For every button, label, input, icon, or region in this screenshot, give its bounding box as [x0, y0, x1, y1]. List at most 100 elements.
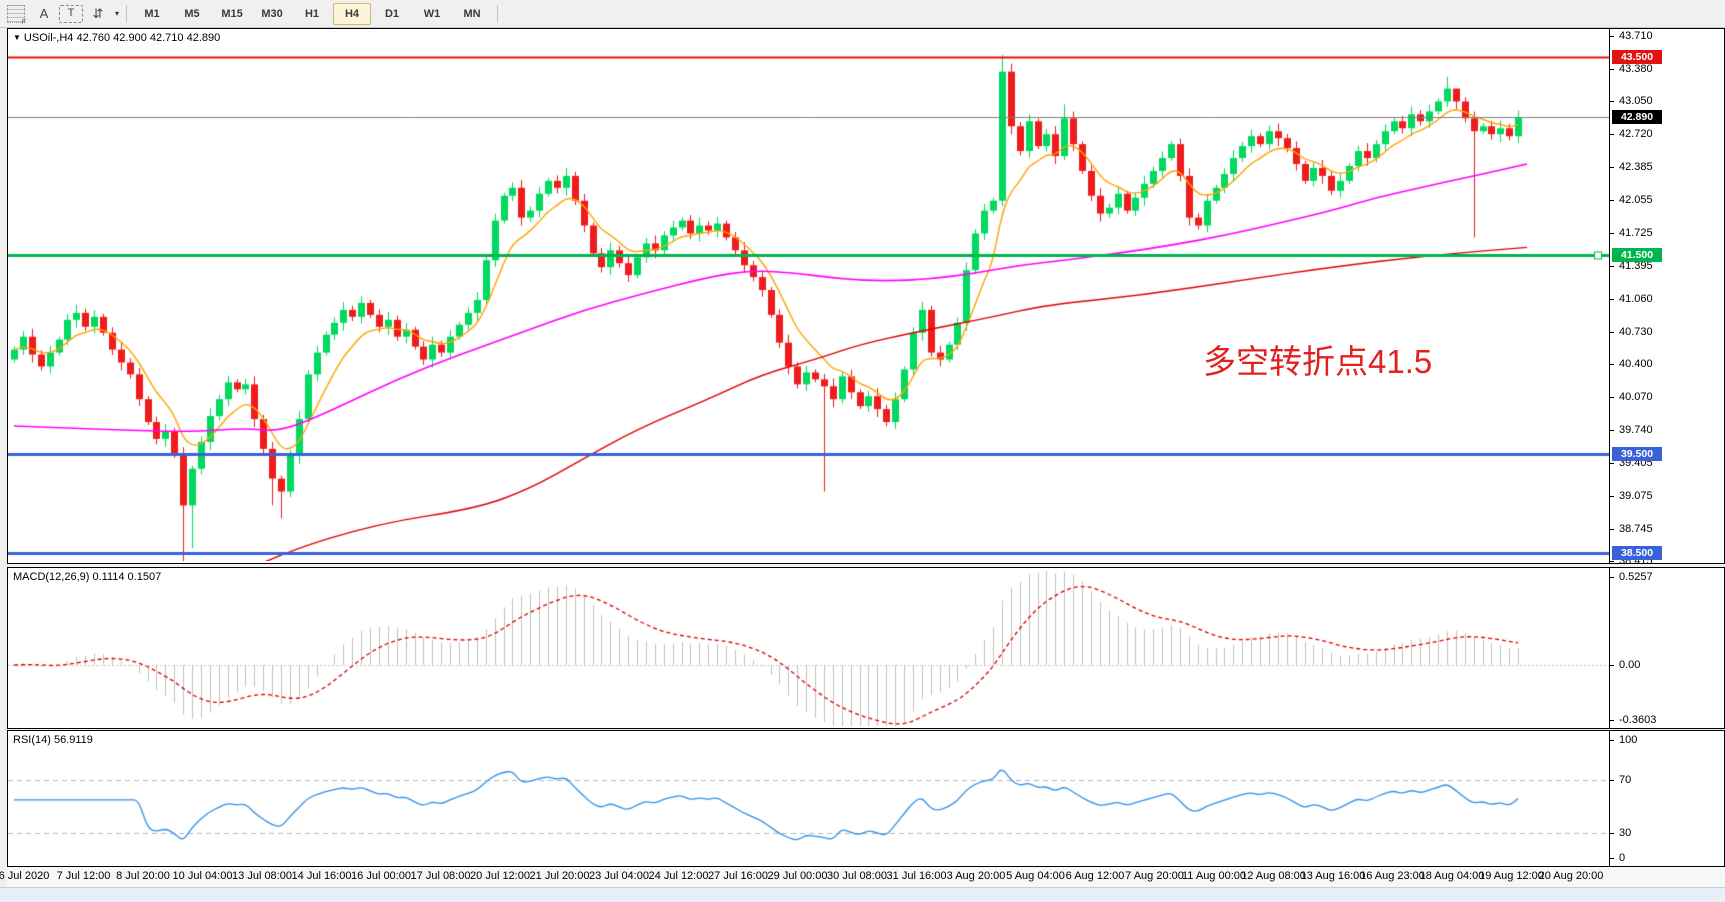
time-tick-label: 5 Aug 04:00 [1006, 870, 1065, 882]
time-tick-label: 10 Jul 04:00 [172, 870, 233, 882]
time-tick-label: 30 Jul 08:00 [827, 870, 887, 882]
rsi-tick-label: 70 [1619, 773, 1632, 786]
time-tick-label: 21 Jul 20:00 [529, 870, 590, 882]
window-footer-strip [0, 887, 1725, 902]
toolbar-drag-handle-icon[interactable]: F [7, 4, 26, 26]
time-tick-label: 3 Aug 20:00 [946, 870, 1006, 882]
price-chart-canvas[interactable] [8, 29, 1609, 561]
axis-tick [1610, 720, 1614, 721]
timeframe-d1[interactable]: D1 [384, 7, 400, 20]
price-tick-label: 38.745 [1619, 522, 1653, 535]
price-tick-label: 40.730 [1619, 325, 1653, 338]
price-annotation: 多空转折点41.5 [1203, 343, 1433, 380]
axis-tick [1610, 35, 1614, 37]
axis-tick [1610, 331, 1614, 333]
axis-tick [1610, 265, 1614, 267]
chevron-down-icon[interactable]: ▾ [115, 9, 120, 18]
timeframe-mn[interactable]: MN [463, 7, 481, 20]
time-tick-label: 14 Jul 16:00 [291, 870, 352, 882]
price-axis[interactable]: 43.710 43.380 43.050 42.720 42.385 42.055 41.7… [1609, 29, 1724, 567]
macd-axis[interactable]: 0.5257 0.00 -0.3603 [1609, 568, 1724, 728]
price-level-badge: 38.500 [1612, 546, 1662, 561]
toolbar-separator [126, 4, 128, 23]
price-tick-label: 43.710 [1619, 29, 1653, 42]
time-tick-label: 20 Aug 20:00 [1538, 870, 1604, 882]
price-tick-label: 42.720 [1619, 128, 1653, 141]
timeframe-w1[interactable]: W1 [423, 7, 441, 20]
rsi-chart-canvas[interactable] [8, 731, 1609, 864]
axis-tick [1610, 740, 1614, 741]
rsi-axis[interactable]: 100 70 30 0 [1609, 731, 1724, 866]
rsi-pane: RSI(14) 56.9119 100 70 30 0 [7, 730, 1725, 867]
price-tick-label: 43.380 [1619, 62, 1653, 75]
timeframe-m5[interactable]: M5 [184, 7, 200, 20]
time-axis[interactable]: 6 Jul 2020 7 Jul 12:00 8 Jul 20:00 10 Jul 0… [0, 867, 1725, 887]
macd-label: MACD(12,26,9) 0.1114 0.1507 [13, 571, 162, 583]
time-tick-label: 6 Jul 2020 [0, 870, 50, 882]
macd-tick-label: 0.5257 [1619, 570, 1653, 583]
macd-pane: MACD(12,26,9) 0.1114 0.1507 0.5257 0.00 -0… [7, 567, 1725, 729]
chart-title-caret-icon[interactable]: ▼ [13, 33, 21, 42]
time-tick-label: 11 Aug 00:00 [1181, 870, 1247, 882]
axis-tick [1610, 101, 1614, 103]
price-tick-label: 40.400 [1619, 358, 1653, 371]
axis-tick [1610, 561, 1614, 563]
rsi-tick-label: 100 [1619, 734, 1638, 746]
timeframe-m1[interactable]: M1 [144, 7, 160, 20]
price-tick-label: 39.075 [1619, 489, 1653, 502]
timeframe-h4[interactable]: H4 [333, 2, 372, 25]
arrows-tool-icon[interactable]: ⇵ [92, 5, 104, 21]
price-level-badge: 42.890 [1612, 110, 1662, 125]
axis-tick [1610, 429, 1614, 431]
axis-tick [1610, 364, 1614, 366]
text-label-tool-icon[interactable]: A [39, 5, 49, 21]
axis-tick [1610, 134, 1614, 136]
axis-tick [1610, 528, 1614, 530]
axis-tick [1610, 68, 1614, 70]
axis-tick [1610, 858, 1614, 859]
time-tick-label: 13 Jul 08:00 [232, 870, 292, 882]
time-tick-label: 23 Jul 04:00 [589, 870, 649, 882]
rsi-tick-label: 0 [1619, 852, 1626, 864]
axis-tick [1610, 397, 1614, 399]
main-chart-pane: ▼ USOil-,H4 42.760 42.900 42.710 42.890 多… [7, 28, 1725, 567]
text-box-tool-icon[interactable]: T [59, 4, 83, 23]
time-tick-label: 29 Jul 00:00 [767, 870, 828, 882]
timeframe-m30[interactable]: M30 [261, 7, 283, 20]
rsi-tick-label: 30 [1619, 827, 1632, 840]
time-tick-label: 24 Jul 12:00 [648, 870, 709, 882]
timeframe-m15[interactable]: M15 [221, 7, 243, 20]
axis-tick [1610, 495, 1614, 497]
timeframe-h1[interactable]: H1 [304, 7, 320, 20]
axis-tick [1610, 232, 1614, 234]
price-level-badge: 39.500 [1612, 446, 1662, 461]
price-tick-label: 39.740 [1619, 423, 1653, 436]
price-tick-label: 40.070 [1619, 391, 1653, 404]
axis-tick [1610, 200, 1614, 202]
axis-tick [1610, 298, 1614, 300]
axis-tick [1610, 463, 1614, 465]
time-tick-label: 20 Jul 12:00 [470, 870, 530, 882]
time-tick-label: 31 Jul 16:00 [886, 870, 947, 882]
time-tick-label: 27 Jul 16:00 [708, 870, 768, 882]
chart-title: ▼ USOil-,H4 42.760 42.900 42.710 42.890 [13, 32, 221, 44]
axis-tick [1610, 665, 1614, 666]
time-tick-label: 16 Aug 23:00 [1360, 870, 1425, 882]
price-tick-label: 43.050 [1619, 95, 1653, 108]
rsi-label: RSI(14) 56.9119 [13, 734, 93, 746]
time-tick-label: 12 Aug 08:00 [1241, 870, 1306, 882]
time-tick-label: 8 Jul 20:00 [116, 870, 170, 882]
price-tick-label: 41.060 [1619, 292, 1653, 305]
macd-chart-canvas[interactable] [8, 568, 1609, 726]
macd-tick-label: -0.3603 [1619, 714, 1657, 726]
axis-tick [1610, 779, 1614, 781]
timeframe-buttons: M1 M5 M15 M30 H1 H4 D1 W1 MN [132, 2, 492, 25]
time-tick-label: 16 Jul 00:00 [351, 870, 411, 882]
price-level-badge: 43.500 [1612, 49, 1662, 64]
price-tick-label: 42.055 [1619, 194, 1653, 207]
time-tick-label: 18 Aug 04:00 [1419, 870, 1485, 882]
time-tick-label: 7 Aug 20:00 [1125, 870, 1184, 882]
axis-tick [1610, 576, 1614, 578]
time-tick-label: 7 Jul 12:00 [56, 870, 111, 882]
time-tick-label: 6 Aug 12:00 [1065, 870, 1125, 882]
